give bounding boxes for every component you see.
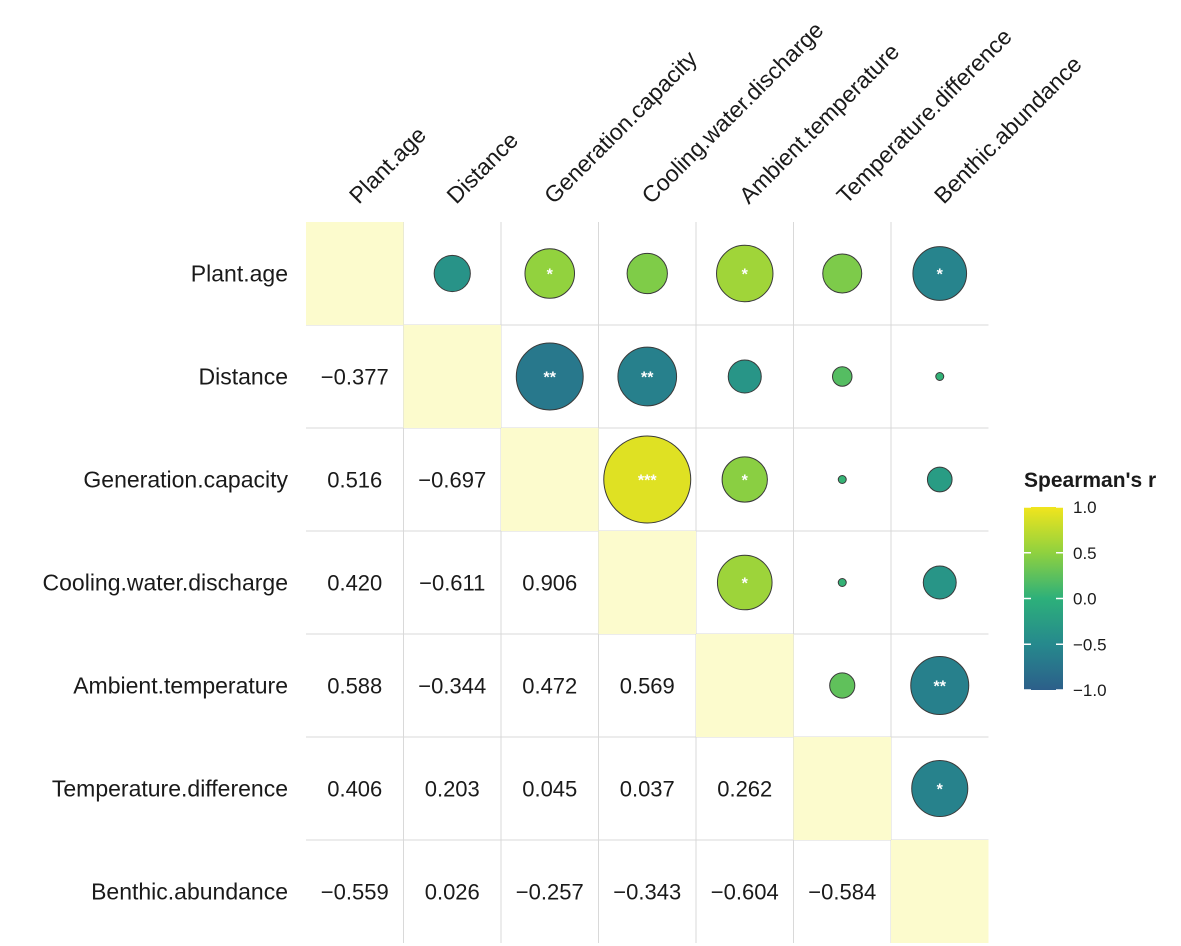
correlation-circle [515,342,584,411]
correlation-value: 0.472 [522,674,577,699]
row-label: Ambient.temperature [73,673,288,699]
legend-tick-label: 0.5 [1073,544,1097,563]
legend: Spearman's r 1.0 0.5 0.0 −0.5 −1.0 [1024,469,1156,700]
legend-tick-label: −1.0 [1073,681,1107,700]
significance-label: * [742,473,749,490]
correlation-value: −0.604 [711,880,779,905]
diagonal-cell [403,325,501,428]
correlation-circle [837,578,847,587]
significance-label: * [937,782,944,799]
significance-label: * [742,576,749,593]
row-label: Benthic.abundance [91,879,288,905]
correlation-value: 0.420 [327,571,382,596]
legend-title: Spearman's r [1024,469,1156,492]
significance-label: ** [641,370,654,387]
cell-layer: * * *−0.377 ** **0.516 −0.697 *** *0.420 −0.611 0… [306,222,989,943]
column-label: Temperature.difference [831,23,1016,208]
correlation-circle [910,656,970,715]
row-label: Cooling.water.discharge [43,570,288,596]
correlation-circle [721,456,768,503]
correlation-circle [832,366,853,387]
correlation-circle [727,359,762,394]
correlation-circle [837,475,847,484]
correlation-circle [922,565,957,600]
correlation-circle [617,346,678,407]
column-label: Cooling.water.discharge [636,17,828,209]
correlation-value: 0.906 [522,571,577,596]
row-label: Distance [199,364,288,390]
correlation-value: −0.343 [613,880,681,905]
diagonal-cell [598,531,696,634]
diagonal-cell [501,428,599,531]
significance-label: * [937,267,944,284]
correlation-value: 0.203 [425,777,480,802]
correlation-circle [935,372,945,381]
correlation-circle [912,246,968,301]
correlation-value: 0.026 [425,880,480,905]
correlation-value: −0.584 [808,880,876,905]
correlation-value: −0.697 [418,468,486,493]
row-label: Temperature.difference [52,776,288,802]
significance-label: ** [934,679,947,696]
significance-label: *** [638,473,657,490]
significance-label: * [547,267,554,284]
significance-label: * [742,267,749,284]
correlation-value: 0.262 [717,777,772,802]
correlation-value: 0.406 [327,777,382,802]
correlation-value: −0.257 [516,880,584,905]
correlation-value: −0.377 [321,365,389,390]
correlation-value: 0.045 [522,777,577,802]
diagonal-cell [793,737,891,840]
column-label: Distance [441,127,523,209]
diagonal-cell [696,634,794,737]
column-label: Plant.age [344,121,431,208]
significance-label: ** [544,370,557,387]
legend-tick-label: −0.5 [1073,635,1107,654]
correlation-circle [626,252,668,295]
correlation-value: 0.569 [620,674,675,699]
legend-tick-label: 1.0 [1073,498,1097,517]
correlation-value: 0.037 [620,777,675,802]
row-label: Generation.capacity [83,467,288,493]
correlation-circle [716,554,773,611]
correlation-circle [524,248,576,299]
diagonal-cell [306,222,404,325]
correlation-circle [433,254,471,293]
correlation-circle [822,253,863,294]
correlation-value: −0.611 [419,571,485,596]
correlation-value: −0.344 [418,674,486,699]
correlation-circle [603,435,692,524]
correlation-circle [716,244,774,303]
correlation-circle [926,466,953,493]
correlation-circle [829,672,856,699]
correlation-value: 0.516 [327,468,382,493]
diagonal-cell [891,840,989,943]
correlation-value: 0.588 [327,674,382,699]
legend-tick-label: 0.0 [1073,590,1097,609]
correlation-value: −0.559 [321,880,389,905]
column-label: Ambient.temperature [734,38,904,208]
correlation-circle [911,759,969,818]
row-label: Plant.age [191,261,288,287]
